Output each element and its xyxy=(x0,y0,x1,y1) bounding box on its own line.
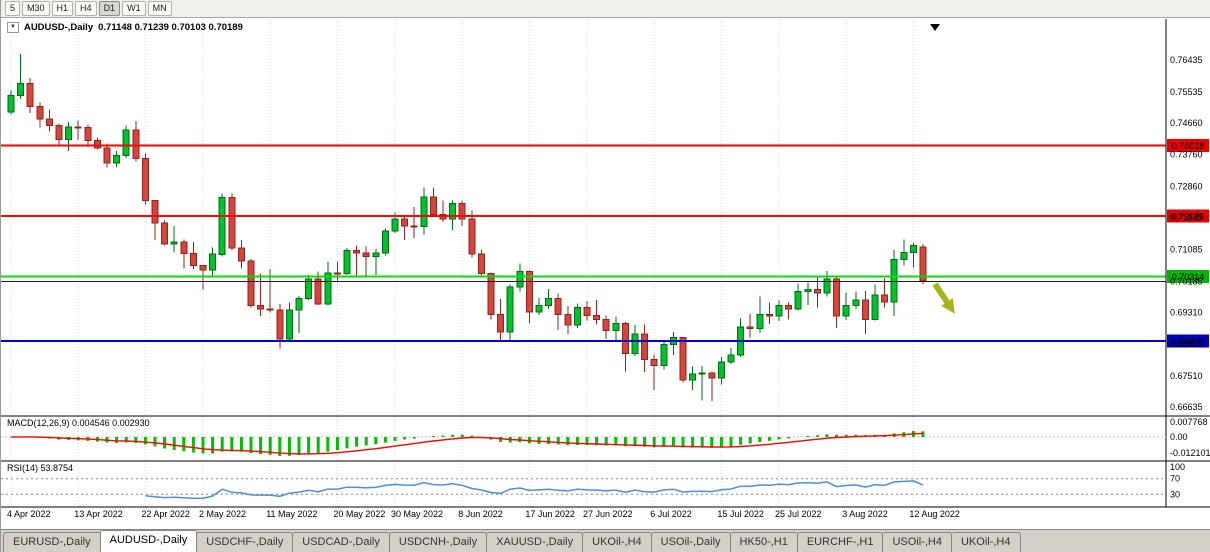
timeframe-toolbar: 5 M30 H1 H4 D1 W1 MN xyxy=(1,0,1210,18)
rsi-panel: 100 70 30 xyxy=(1,462,1185,499)
macd-name: MACD(12,26,9) xyxy=(7,418,70,428)
tab-ukoil-h4[interactable]: UKOil-,H4 xyxy=(950,532,1021,552)
tab-audusd-daily[interactable]: AUDUSD-,Daily xyxy=(99,530,198,552)
svg-text:0.75535: 0.75535 xyxy=(1170,87,1203,97)
svg-text:0.70314: 0.70314 xyxy=(1172,272,1205,282)
svg-text:70: 70 xyxy=(1170,474,1180,484)
svg-text:0.74018: 0.74018 xyxy=(1172,141,1205,151)
svg-text:6 Jul 2022: 6 Jul 2022 xyxy=(650,509,692,519)
svg-text:0.72029: 0.72029 xyxy=(1172,212,1205,222)
end-of-data-marker-icon[interactable] xyxy=(930,24,940,31)
timeframe-button-5[interactable]: 5 xyxy=(5,1,21,16)
timeframe-button-h4[interactable]: H4 xyxy=(75,1,97,16)
gridlines xyxy=(10,20,914,507)
svg-text:0.74660: 0.74660 xyxy=(1170,118,1203,128)
rsi-value: 53.8754 xyxy=(40,463,74,473)
macd-panel: 0.007768 0.00 -0.012101 xyxy=(1,417,1210,458)
tab-ukoil-h4[interactable]: UKOil-,H4 xyxy=(582,532,652,552)
svg-text:0.69310: 0.69310 xyxy=(1170,307,1203,317)
svg-text:11 May 2022: 11 May 2022 xyxy=(266,509,317,519)
svg-text:0.00: 0.00 xyxy=(1170,432,1188,442)
horizontal-price-lines[interactable]: 0.74018 0.72029 0.70314 0.68499 xyxy=(1,139,1209,348)
svg-text:13 Apr 2022: 13 Apr 2022 xyxy=(74,509,123,519)
svg-text:12 Aug 2022: 12 Aug 2022 xyxy=(909,509,960,519)
timeframe-button-d1[interactable]: D1 xyxy=(98,1,121,16)
tab-usoil-h4[interactable]: USOil-,H4 xyxy=(882,532,952,552)
price-axis[interactable]: 0.76435 0.75535 0.74660 0.73760 0.72860 0.719… xyxy=(1170,55,1203,412)
svg-text:0.70185: 0.70185 xyxy=(1170,276,1203,286)
timeframe-button-w1[interactable]: W1 xyxy=(122,1,146,16)
svg-text:100: 100 xyxy=(1170,462,1185,472)
svg-text:0.71985: 0.71985 xyxy=(1170,213,1203,223)
svg-text:30 May 2022: 30 May 2022 xyxy=(391,509,443,519)
chart-title: ▼ AUDUSD-,Daily 0.71148 0.71239 0.70103 … xyxy=(7,22,243,33)
timeframe-button-mn[interactable]: MN xyxy=(147,1,172,16)
macd-values: 0.004546 0.002930 xyxy=(72,418,150,428)
svg-text:0.71085: 0.71085 xyxy=(1170,244,1203,254)
svg-text:2 May 2022: 2 May 2022 xyxy=(199,509,246,519)
svg-text:30: 30 xyxy=(1170,489,1180,499)
pane-separators xyxy=(1,19,1210,508)
svg-text:3 Aug 2022: 3 Aug 2022 xyxy=(842,509,888,519)
svg-text:0.67510: 0.67510 xyxy=(1170,371,1203,381)
svg-text:0.007768: 0.007768 xyxy=(1170,417,1208,427)
svg-text:17 Jun 2022: 17 Jun 2022 xyxy=(525,509,575,519)
tab-eurchf-h1[interactable]: EURCHF-,H1 xyxy=(796,532,884,552)
svg-text:27 Jun 2022: 27 Jun 2022 xyxy=(583,509,633,519)
svg-text:0.72860: 0.72860 xyxy=(1170,182,1203,192)
tab-usoil-daily[interactable]: USOil-,Daily xyxy=(650,532,731,552)
svg-text:0.68410: 0.68410 xyxy=(1170,339,1203,349)
macd-indicator-label: MACD(12,26,9) 0.004546 0.002930 xyxy=(7,418,150,428)
tab-hk50-h1[interactable]: HK50-,H1 xyxy=(729,532,798,552)
chart-tab-bar: EURUSD-,Daily AUDUSD-,Daily USDCHF-,Daily U… xyxy=(1,529,1210,552)
svg-text:8 Jun 2022: 8 Jun 2022 xyxy=(458,509,503,519)
rsi-indicator-label: RSI(14) 53.8754 xyxy=(7,463,73,473)
chart-symbol-period: AUDUSD-,Daily xyxy=(23,22,94,33)
time-axis[interactable]: 4 Apr 2022 13 Apr 2022 22 Apr 2022 2 May 20… xyxy=(7,509,960,519)
svg-text:15 Jul 2022: 15 Jul 2022 xyxy=(717,509,764,519)
tab-xauusd-daily[interactable]: XAUUSD-,Daily xyxy=(486,532,584,552)
tab-eurusd-daily[interactable]: EURUSD-,Daily xyxy=(3,532,101,552)
chart-ohlc-values: 0.71148 0.71239 0.70103 0.70189 xyxy=(98,22,243,33)
svg-text:25 Jul 2022: 25 Jul 2022 xyxy=(775,509,822,519)
svg-text:0.68499: 0.68499 xyxy=(1172,337,1205,347)
chevron-down-icon[interactable]: ▼ xyxy=(7,22,19,33)
timeframe-button-m30[interactable]: M30 xyxy=(22,1,50,16)
svg-text:22 Apr 2022: 22 Apr 2022 xyxy=(141,509,190,519)
tab-usdchf-daily[interactable]: USDCHF-,Daily xyxy=(196,532,294,552)
candlestick-series xyxy=(7,53,927,401)
timeframe-button-h1[interactable]: H1 xyxy=(51,1,74,16)
svg-text:20 May 2022: 20 May 2022 xyxy=(333,509,385,519)
sell-arrow-annotation[interactable] xyxy=(932,282,955,314)
svg-text:0.76435: 0.76435 xyxy=(1170,55,1203,65)
svg-text:0.73760: 0.73760 xyxy=(1170,150,1203,160)
svg-text:-0.012101: -0.012101 xyxy=(1170,448,1210,458)
rsi-name: RSI(14) xyxy=(7,463,39,473)
svg-text:0.66635: 0.66635 xyxy=(1170,402,1203,412)
tab-usdcnh-daily[interactable]: USDCNH-,Daily xyxy=(388,532,488,552)
tab-usdcad-daily[interactable]: USDCAD-,Daily xyxy=(292,532,390,552)
svg-text:4 Apr 2022: 4 Apr 2022 xyxy=(7,509,51,519)
